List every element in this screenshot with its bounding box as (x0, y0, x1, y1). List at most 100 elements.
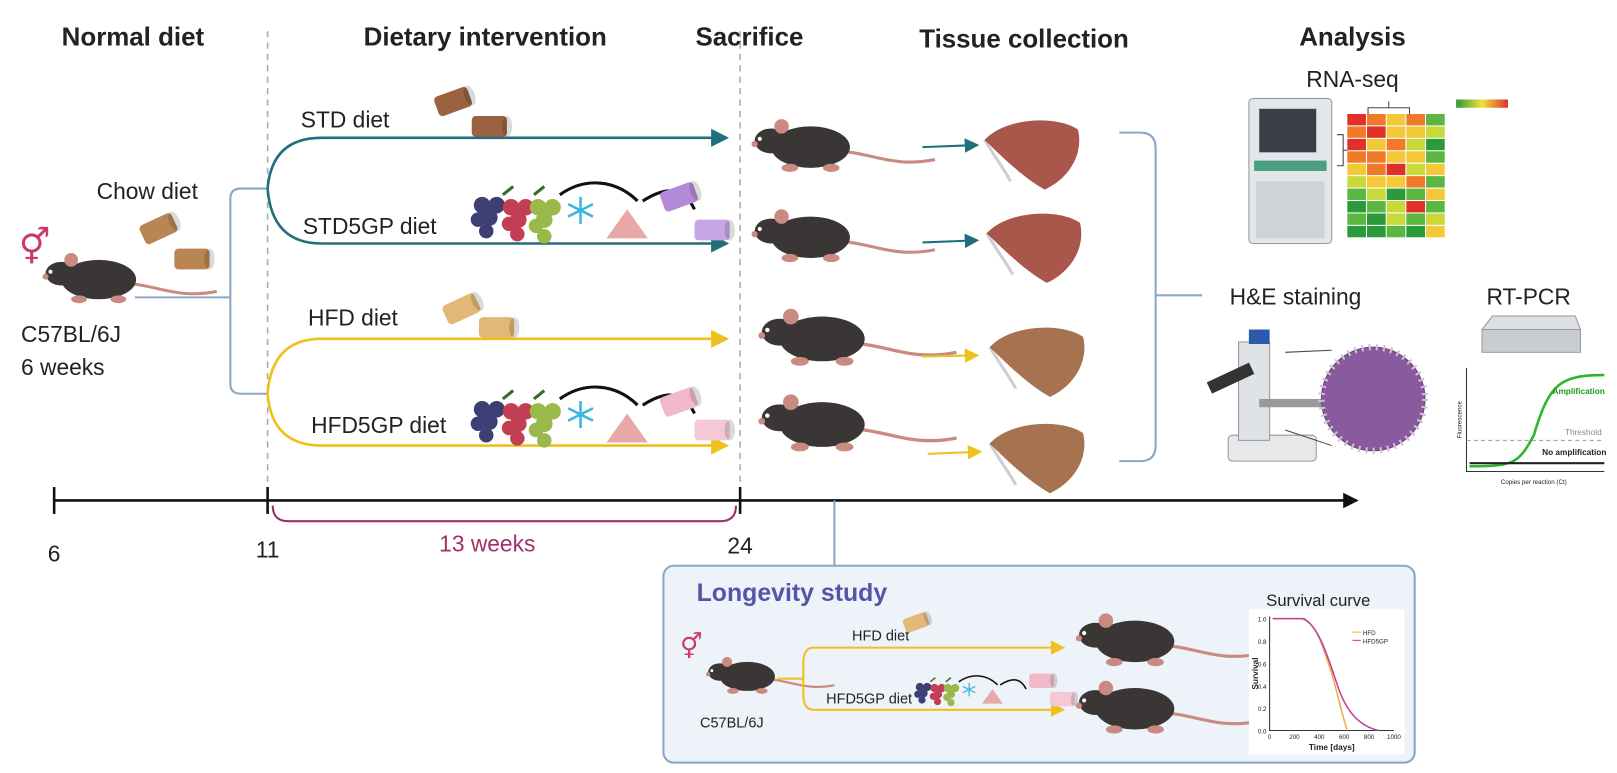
heatmap-cell (1386, 176, 1406, 188)
heatmap-cell (1367, 138, 1386, 151)
heatmap-cell (1406, 126, 1426, 138)
group-label: HFD diet (308, 304, 399, 330)
mice (749, 117, 959, 454)
heatmap-cell (1367, 188, 1386, 200)
stage-title: Sacrifice (695, 24, 803, 52)
heatmap-cell (1347, 201, 1366, 213)
pcr-none-label: No amplification (1542, 448, 1606, 457)
heatmap-cell (1406, 213, 1426, 225)
pcr-label: RT-PCR (1486, 284, 1570, 310)
he-label: H&E staining (1230, 284, 1362, 310)
x-tick-label: 0 (1268, 734, 1272, 741)
longevity-panel: Longevity study ⚥ C57BL/6J HFD diet HFD5… (662, 564, 1416, 764)
y-tick-label: 1.0 (1258, 617, 1267, 624)
heatmap-cell (1347, 188, 1366, 200)
analysis-bracket (1119, 131, 1203, 463)
heatmap-cell (1406, 188, 1426, 200)
stage-title: Tissue collection (919, 26, 1129, 54)
heatmap-cell (1426, 201, 1445, 213)
strain-label: C57BL/6J (21, 321, 121, 347)
y-tick-label: 0.8 (1258, 639, 1267, 646)
duration-label: 13 weeks (439, 530, 535, 556)
longevity-title: Longevity study (697, 579, 888, 607)
rna-label: RNA-seq (1306, 66, 1398, 92)
heatmap-cell (1367, 213, 1386, 225)
survival-plot: Survival Time [days] HFD HFD5GP 0.0 0.2 0.… (1251, 616, 1401, 752)
heatmap-cell (1406, 225, 1426, 238)
pcr-x-label: Copies per reaction (Ct) (1501, 479, 1567, 486)
heatmap-cell (1386, 188, 1406, 200)
heatmap-cell (1367, 201, 1386, 213)
heatmap-cell (1406, 201, 1426, 213)
heatmap-cell (1386, 138, 1406, 151)
heatmap-cell (1386, 225, 1406, 238)
heatmap-cell (1426, 138, 1445, 151)
heatmap-cell (1426, 113, 1445, 126)
heatmap-cell (1406, 176, 1426, 188)
time-tick: 11 (256, 536, 280, 562)
survival-x-label: Time [days] (1309, 743, 1355, 752)
heatmap-cell (1426, 126, 1445, 138)
tissue-arrows (922, 138, 983, 460)
heatmap-cell (1367, 151, 1386, 163)
stage-headers: Normal diet Dietary intervention Sacrifi… (62, 24, 1406, 54)
heatmap-cell (1406, 151, 1426, 163)
heatmap-cell (1426, 176, 1445, 188)
std-arrows (266, 128, 730, 253)
baseline: Chow diet ⚥ C57BL/6J 6 weeks (19, 178, 268, 395)
heatmap-cell (1386, 201, 1406, 213)
heatmap-cell (1386, 151, 1406, 163)
time-tick: 24 (727, 532, 752, 558)
heatmap-cell (1347, 113, 1366, 126)
pcr-curve-label: Amplification (1552, 387, 1604, 396)
y-tick-label: 0.0 (1258, 729, 1267, 736)
heatmap-cell (1347, 176, 1366, 188)
heatmap-cell (1347, 213, 1366, 225)
heatmap-cell (1347, 151, 1366, 163)
x-tick-label: 800 (1364, 734, 1375, 741)
x-tick-label: 600 (1339, 734, 1350, 741)
group-label: STD5GP diet (303, 213, 437, 239)
heatmap-cell (1406, 113, 1426, 126)
heatmap-cell (1406, 138, 1426, 151)
stage-title: Normal diet (62, 24, 205, 52)
heatmap-cell (1386, 113, 1406, 126)
heatmap-cell (1426, 151, 1445, 163)
heatmap-cell (1386, 163, 1406, 176)
survival-title: Survival curve (1266, 591, 1370, 610)
y-tick-label: 0.2 (1258, 706, 1267, 713)
timeline: 6 11 24 13 weeks (48, 487, 1359, 567)
sequencer (1248, 97, 1333, 245)
pcr-y-label: Fluorescence (1456, 400, 1463, 438)
age-label: 6 weeks (21, 354, 105, 380)
heatmap-cell (1367, 113, 1386, 126)
heatmap-cell (1347, 138, 1366, 151)
heatmap-cell (1367, 126, 1386, 138)
legend-label: HFD (1363, 630, 1376, 637)
heatmap-cell (1367, 225, 1386, 238)
group-label: HFD diet (852, 628, 909, 644)
heatmap-cell (1406, 163, 1426, 176)
group-label: STD diet (301, 106, 390, 132)
heatmap-cell (1426, 225, 1445, 238)
group-label: HFD5GP diet (826, 692, 912, 708)
stage-title: Dietary intervention (364, 24, 607, 52)
heatmap-cell (1386, 213, 1406, 225)
y-tick-label: 0.4 (1258, 684, 1267, 691)
heatmap-cell (1426, 163, 1445, 176)
hfd-arrows (266, 329, 730, 455)
heatmap-cell (1347, 163, 1366, 176)
group-labels: STD diet STD5GP diet HFD diet HFD5GP die… (301, 106, 447, 438)
heatmap-cell (1426, 188, 1445, 200)
stage-dividers (266, 31, 741, 496)
chow-label: Chow diet (97, 178, 199, 204)
heatmap-cell (1347, 126, 1366, 138)
x-tick-label: 1000 (1387, 734, 1401, 741)
heatmap-cell (1386, 126, 1406, 138)
heatmap-cell (1367, 176, 1386, 188)
x-tick-label: 200 (1289, 734, 1300, 741)
pcr-plot: Amplification Threshold No amplification… (1456, 367, 1606, 486)
pcr-plate (1480, 315, 1582, 353)
heatmap-cell (1347, 225, 1366, 238)
